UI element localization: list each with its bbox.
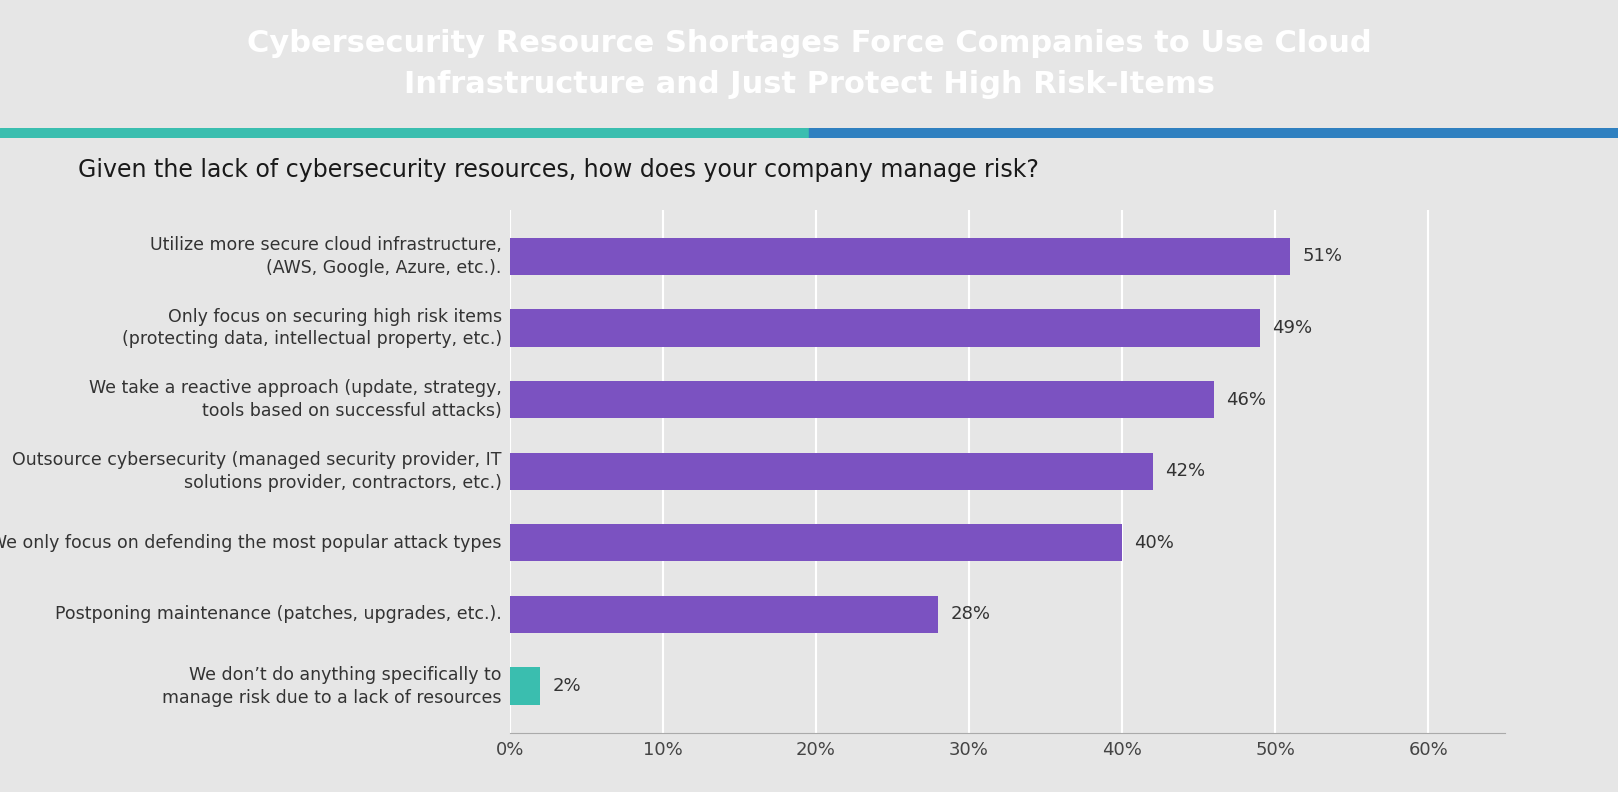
Text: Given the lack of cybersecurity resources, how does your company manage risk?: Given the lack of cybersecurity resource… [78, 158, 1039, 181]
Text: 49%: 49% [1272, 319, 1312, 337]
Text: 40%: 40% [1134, 534, 1175, 552]
Text: Utilize more secure cloud infrastructure,
(AWS, Google, Azure, etc.).: Utilize more secure cloud infrastructure… [150, 236, 502, 277]
Bar [510, 524, 1121, 562]
Text: 28%: 28% [950, 605, 990, 623]
Text: 51%: 51% [1302, 247, 1343, 265]
Text: 42%: 42% [1165, 463, 1205, 480]
Text: Only focus on securing high risk items
(protecting data, intellectual property, : Only focus on securing high risk items (… [121, 307, 502, 348]
Text: 46%: 46% [1226, 390, 1267, 409]
Bar [510, 381, 1214, 418]
Text: Cybersecurity Resource Shortages Force Companies to Use Cloud
Infrastructure and: Cybersecurity Resource Shortages Force C… [246, 29, 1372, 100]
Bar [0, 128, 809, 138]
Bar [510, 238, 1291, 275]
Text: Outsource cybersecurity (managed security provider, IT
solutions provider, contr: Outsource cybersecurity (managed securit… [13, 451, 502, 492]
Text: Postponing maintenance (patches, upgrades, etc.).: Postponing maintenance (patches, upgrade… [55, 605, 502, 623]
Text: We only focus on defending the most popular attack types: We only focus on defending the most popu… [0, 534, 502, 552]
Bar [510, 452, 1152, 490]
Bar [510, 310, 1260, 347]
Bar [510, 668, 540, 705]
Bar [510, 596, 938, 633]
Text: 2%: 2% [552, 677, 581, 695]
Bar [809, 128, 1618, 138]
Text: We take a reactive approach (update, strategy,
tools based on successful attacks: We take a reactive approach (update, str… [89, 379, 502, 420]
Text: We don’t do anything specifically to
manage risk due to a lack of resources: We don’t do anything specifically to man… [162, 665, 502, 706]
